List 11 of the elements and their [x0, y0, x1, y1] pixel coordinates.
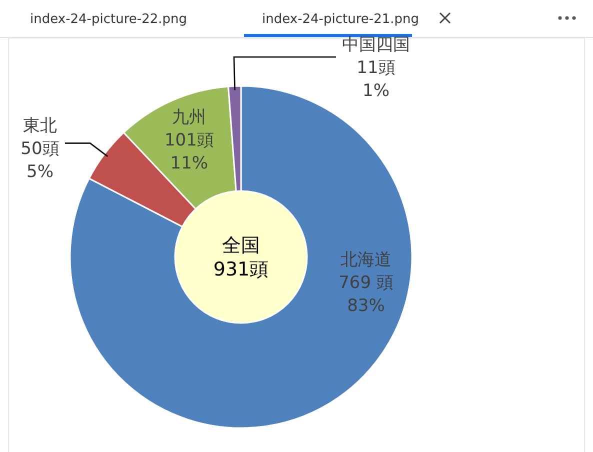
- slice-label: 北海道: [340, 250, 392, 270]
- slice-label: 中国四国: [342, 34, 410, 55]
- data-label: 769 頭 83%: [338, 272, 394, 316]
- text: index-24-picture-22.png: [30, 12, 188, 27]
- data-label: 11頭 1%: [356, 58, 396, 101]
- data-label: 101頭 11%: [164, 130, 214, 174]
- slice-label: 東北: [23, 116, 57, 136]
- text: index-24-picture-21.png: [262, 12, 420, 27]
- slice-label: 九州: [172, 107, 206, 128]
- text: 全国 931頭: [213, 234, 269, 281]
- data-label: 50頭 5%: [20, 139, 60, 182]
